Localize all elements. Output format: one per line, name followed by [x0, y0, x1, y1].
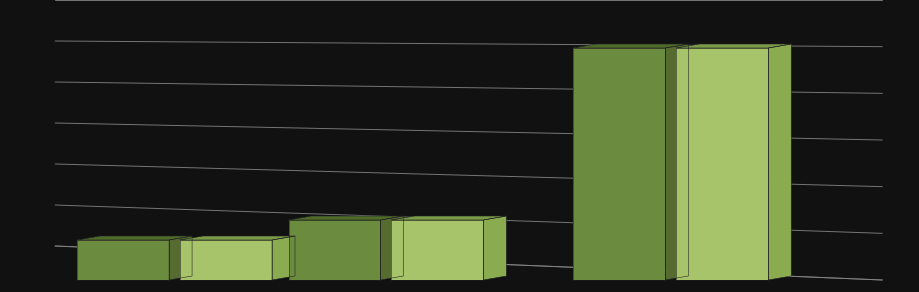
Polygon shape: [483, 216, 506, 280]
Polygon shape: [289, 216, 403, 220]
Polygon shape: [768, 44, 791, 280]
Polygon shape: [77, 236, 192, 240]
Polygon shape: [289, 220, 380, 280]
Polygon shape: [380, 216, 403, 280]
Polygon shape: [676, 48, 768, 280]
Polygon shape: [573, 48, 665, 280]
Polygon shape: [391, 216, 506, 220]
Polygon shape: [169, 236, 192, 280]
Polygon shape: [676, 44, 791, 48]
Polygon shape: [180, 236, 295, 240]
Polygon shape: [180, 240, 272, 280]
Polygon shape: [665, 44, 688, 280]
Polygon shape: [272, 236, 295, 280]
Polygon shape: [77, 240, 169, 280]
Polygon shape: [573, 44, 688, 48]
Polygon shape: [391, 220, 483, 280]
